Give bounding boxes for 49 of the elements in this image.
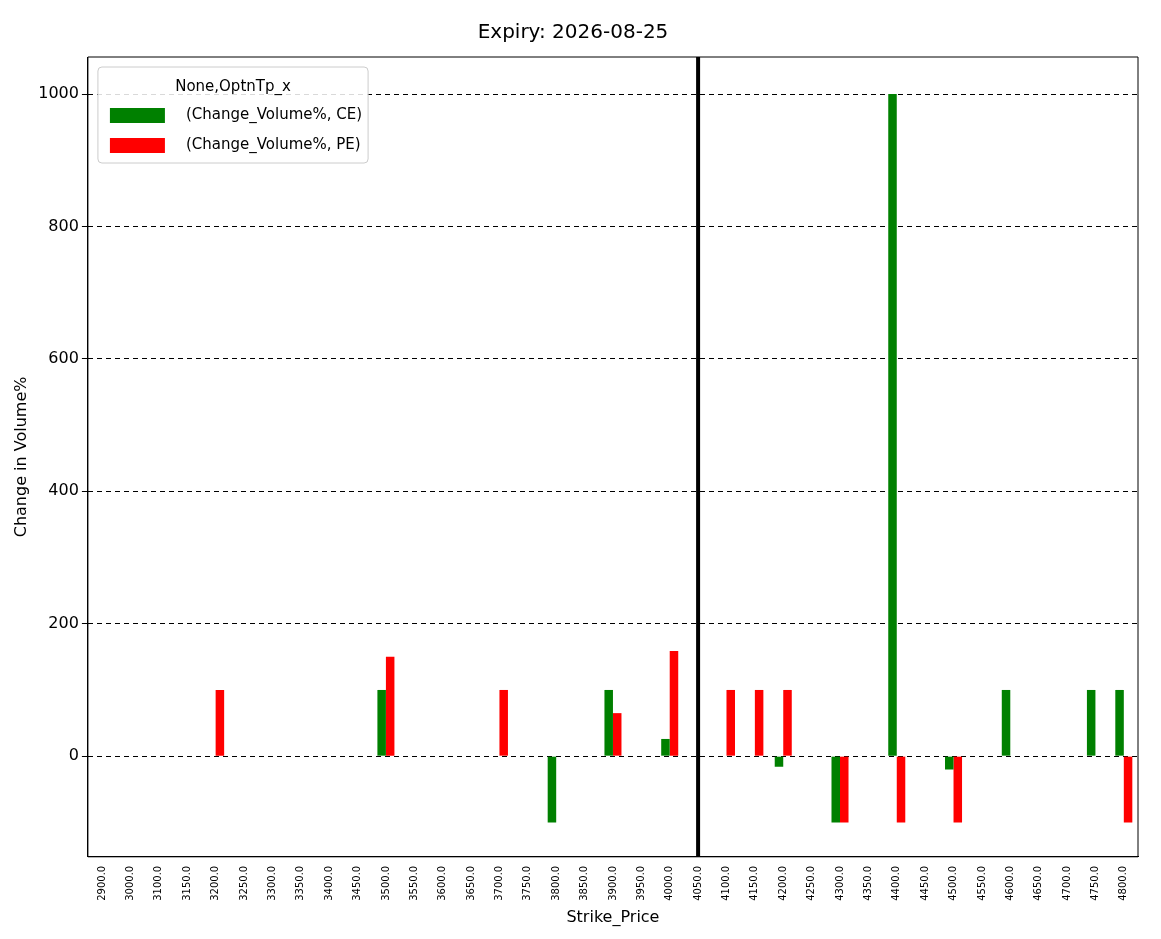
x-tick-label: 4550.0 (975, 865, 987, 901)
x-tick-label: 3700.0 (493, 865, 505, 901)
x-tick-label: 3500.0 (379, 865, 391, 901)
y-axis-title: Change in Volume% (10, 376, 30, 538)
x-tick-label: 3550.0 (407, 865, 419, 901)
x-tick-label: 4700.0 (1060, 865, 1072, 901)
x-tick-label: 3100.0 (152, 865, 164, 901)
x-tick-label: 2900.0 (95, 865, 107, 901)
x-tick-label: 3000.0 (124, 865, 136, 901)
x-tick-label: 3850.0 (578, 865, 590, 901)
x-tick-label: 3350.0 (294, 865, 306, 901)
y-tick-label: 200 (48, 612, 79, 632)
y-tick-label: 800 (48, 215, 79, 235)
x-tick-label: 3800.0 (549, 865, 561, 901)
x-tick-label: 4050.0 (691, 865, 703, 901)
legend-title: None,OptnTp_x (175, 76, 291, 96)
x-tick-label: 4250.0 (805, 865, 817, 901)
x-tick-label: 3200.0 (209, 865, 221, 901)
x-tick-label: 4650.0 (1032, 865, 1044, 901)
x-tick-label: 3950.0 (634, 865, 646, 901)
x-tick-label: 4600.0 (1003, 865, 1015, 901)
x-axis-title: Strike_Price (566, 906, 660, 927)
x-tick-label: 4750.0 (1089, 865, 1101, 901)
x-tick-label: 4150.0 (748, 865, 760, 901)
x-tick-label: 4350.0 (861, 865, 873, 901)
x-tick-label: 3250.0 (237, 865, 249, 901)
y-tick-label: 1000 (38, 83, 79, 103)
x-tick-label: 4800.0 (1117, 865, 1129, 901)
chart-title: Expiry: 2026-08-25 (477, 19, 669, 44)
y-tick-label: 400 (48, 480, 79, 500)
x-tick-label: 4500.0 (947, 865, 959, 901)
y-tick-label: 600 (48, 348, 79, 368)
x-tick-label: 3900.0 (606, 865, 618, 901)
x-tick-label: 3400.0 (322, 865, 334, 901)
x-tick-label: 3600.0 (436, 865, 448, 901)
x-tick-label: 4000.0 (663, 865, 675, 901)
y-tick-label: 0 (68, 745, 79, 765)
x-tick-label: 4100.0 (720, 865, 732, 901)
x-tick-label: 4450.0 (918, 865, 930, 901)
x-tick-label: 3650.0 (464, 865, 476, 901)
x-tick-label: 3450.0 (351, 865, 363, 901)
x-tick-label: 3750.0 (521, 865, 533, 901)
legend-label: (Change_Volume%, CE) (185, 104, 363, 124)
x-tick-label: 3300.0 (265, 865, 277, 901)
x-tick-label: 3150.0 (180, 865, 192, 901)
legend-label: (Change_Volume%, PE) (185, 134, 361, 154)
x-tick-label: 4400.0 (890, 865, 902, 901)
x-tick-label: 4300.0 (833, 865, 845, 901)
x-tick-label: 4200.0 (776, 865, 788, 901)
